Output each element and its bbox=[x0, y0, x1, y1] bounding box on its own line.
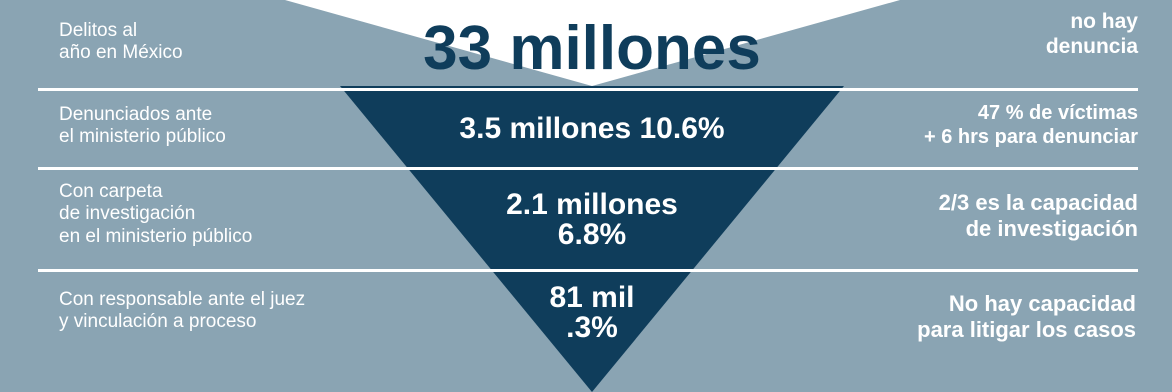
label-responsable-juez: Con responsable ante el juez y vinculaci… bbox=[59, 289, 305, 334]
label-line: Con carpeta bbox=[59, 181, 163, 202]
note-line: 47 % de víctimas bbox=[977, 102, 1138, 124]
note-line: de investigación bbox=[965, 215, 1138, 241]
divider-line-3 bbox=[38, 269, 1138, 272]
label-delitos-al-ano: Delitos al año en México bbox=[59, 20, 183, 65]
note-line: para litigar los casos bbox=[917, 316, 1136, 342]
label-line: Denunciados ante bbox=[59, 104, 213, 125]
value-line: 3.5 millones 10.6% bbox=[459, 112, 725, 145]
note-capacidad-litigar: No hay capacidad para litigar los casos bbox=[917, 291, 1136, 343]
top-white-notch bbox=[285, 0, 900, 86]
note-line: 2/3 es la capacidad bbox=[938, 190, 1138, 215]
divider-line-2 bbox=[38, 167, 1138, 170]
value-carpeta-investigacion: 2.1 millones 6.8% bbox=[442, 190, 742, 250]
note-line: no hay bbox=[1070, 10, 1138, 33]
value-responsable-juez: 81 mil .3% bbox=[492, 283, 692, 343]
value-line: 6.8% bbox=[557, 218, 627, 251]
value-line: .3% bbox=[566, 311, 618, 344]
note-line: + 6 hrs para denunciar bbox=[924, 125, 1138, 148]
value-line: 2.1 millones bbox=[506, 188, 678, 221]
note-victimas-horas: 47 % de víctimas + 6 hrs para denunciar bbox=[924, 102, 1138, 149]
note-line: No hay capacidad bbox=[948, 291, 1136, 316]
label-line: Con responsable ante el juez bbox=[59, 289, 306, 310]
label-line: en el ministerio público bbox=[59, 225, 253, 247]
headline-total: 33 millones bbox=[423, 14, 761, 83]
label-line: de investigación bbox=[59, 203, 196, 225]
note-no-hay-denuncia: no hay denuncia bbox=[1046, 10, 1138, 60]
label-denunciados: Denunciados ante el ministerio público bbox=[59, 104, 226, 149]
divider-line-1 bbox=[38, 88, 1138, 91]
label-line: Delitos al bbox=[59, 20, 138, 41]
label-line: el ministerio público bbox=[59, 126, 226, 148]
note-line: denuncia bbox=[1045, 34, 1138, 58]
note-capacidad-investigacion: 2/3 es la capacidad de investigación bbox=[939, 190, 1138, 242]
value-line: 81 mil bbox=[549, 281, 635, 314]
value-denunciados: 3.5 millones 10.6% bbox=[392, 114, 792, 144]
label-line: año en México bbox=[59, 42, 183, 64]
label-carpeta-investigacion: Con carpeta de investigación en el minis… bbox=[59, 181, 252, 248]
label-line: y vinculación a proceso bbox=[59, 311, 257, 333]
funnel-triangle bbox=[340, 86, 844, 392]
